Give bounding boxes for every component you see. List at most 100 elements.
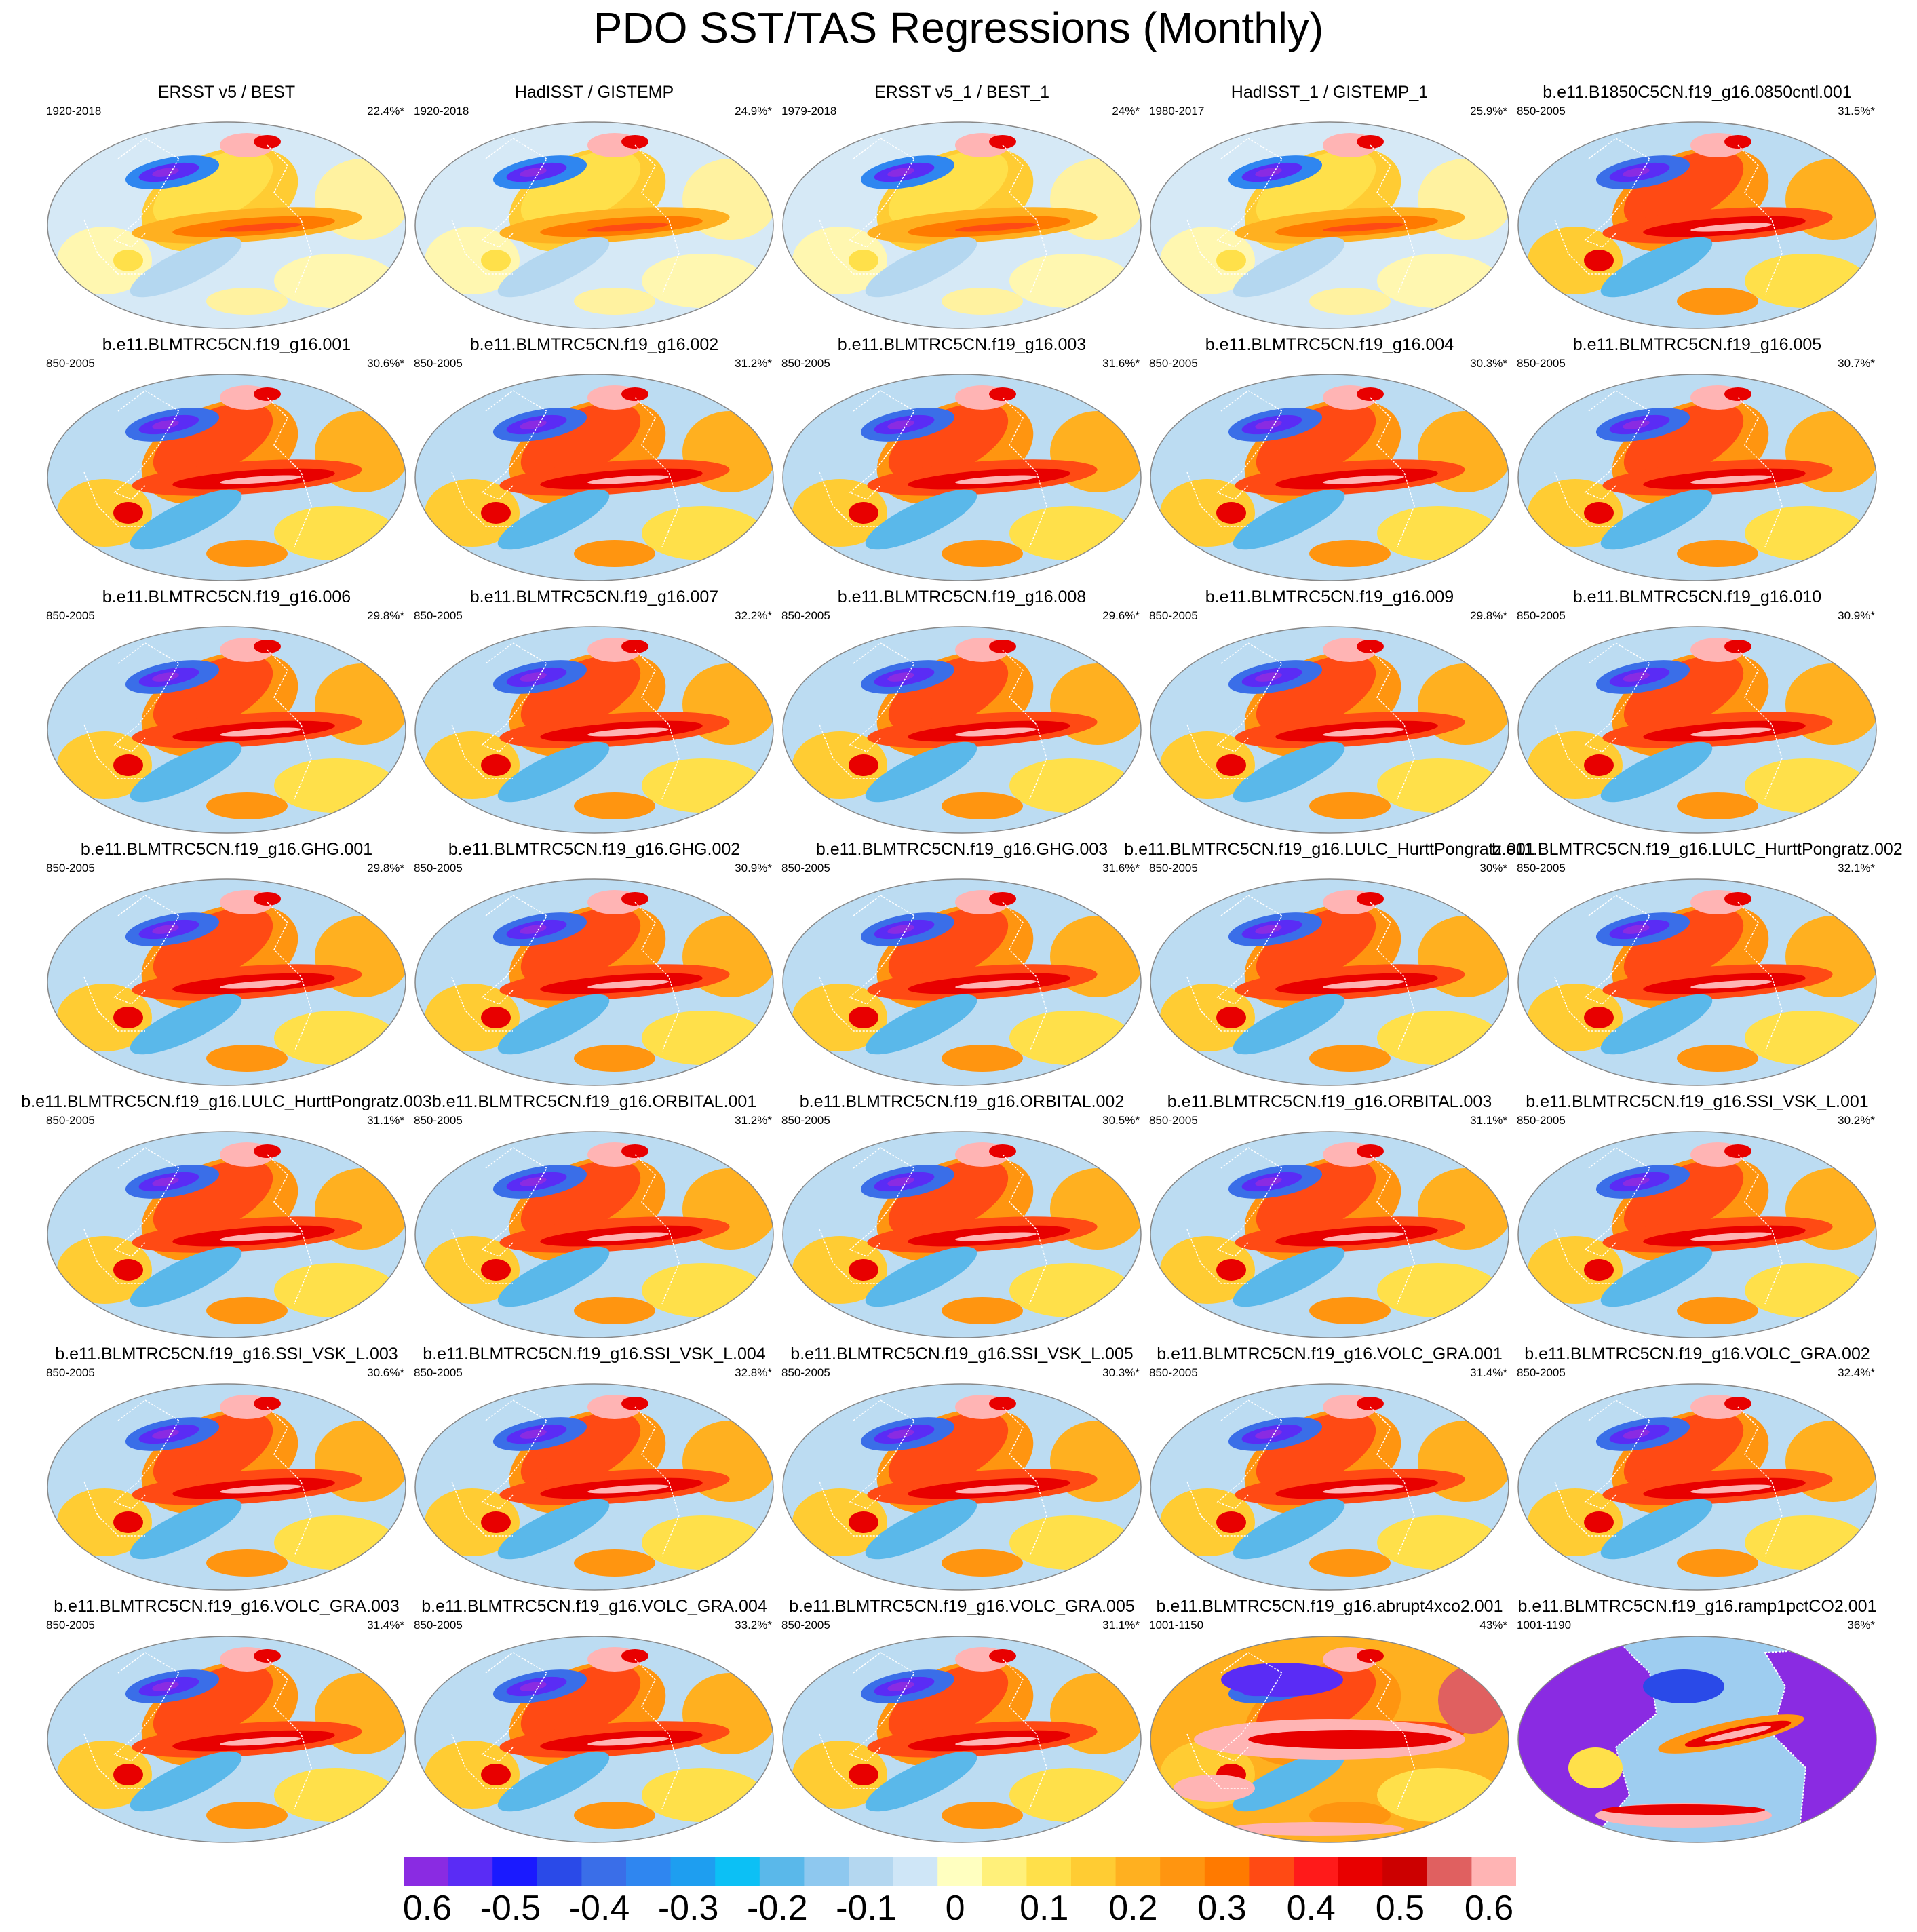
- panel-title: b.e11.BLMTRC5CN.f19_g16.008: [837, 587, 1087, 606]
- panel-years: 850-2005: [414, 609, 463, 622]
- pdo-map: [1150, 374, 1509, 581]
- pdo-map: [782, 374, 1142, 581]
- panel-variance-pct: 29.8%*: [367, 609, 404, 622]
- colorbar-tick-label: 0: [946, 1889, 965, 1925]
- colorbar-swatch: [1026, 1857, 1072, 1886]
- panel-variance-pct: 22.4%*: [367, 104, 404, 117]
- panel-variance-pct: 30.9%*: [1838, 609, 1875, 622]
- panel-years: 850-2005: [1149, 609, 1198, 622]
- panel-title: b.e11.BLMTRC5CN.f19_g16.VOLC_GRA.004: [421, 1597, 767, 1616]
- pdo-map: [414, 1131, 774, 1338]
- colorbar-tick-label: 0.4: [1287, 1889, 1336, 1925]
- pdo-map: [47, 1383, 406, 1591]
- panel-title: b.e11.BLMTRC5CN.f19_g16.LULC_HurttPongra…: [21, 1092, 432, 1111]
- colorbar-tick-label: 0.5: [1376, 1889, 1425, 1925]
- panel-title: b.e11.BLMTRC5CN.f19_g16.SSI_VSK_L.005: [790, 1345, 1134, 1364]
- panel-title: HadISST / GISTEMP: [514, 83, 674, 102]
- map-panel: b.e11.BLMTRC5CN.f19_g16.001 850-2005 30.6%…: [43, 335, 410, 587]
- map-panel: b.e11.BLMTRC5CN.f19_g16.GHG.001 850-2005 2…: [43, 840, 410, 1092]
- panel-title: b.e11.BLMTRC5CN.f19_g16.abrupt4xco2.001: [1156, 1597, 1503, 1616]
- panel-title: b.e11.BLMTRC5CN.f19_g16.VOLC_GRA.005: [789, 1597, 1135, 1616]
- panel-years: 1001-1150: [1149, 1619, 1204, 1631]
- panel-title: b.e11.BLMTRC5CN.f19_g16.009: [1205, 587, 1454, 606]
- map-panel: HadISST_1 / GISTEMP_1 1980-2017 25.9%*: [1146, 83, 1513, 335]
- map-panel: b.e11.BLMTRC5CN.f19_g16.008 850-2005 29.6%…: [779, 587, 1145, 840]
- panel-years: 850-2005: [1149, 357, 1198, 370]
- panel-title: b.e11.BLMTRC5CN.f19_g16.SSI_VSK_L.004: [423, 1345, 766, 1364]
- panel-title: b.e11.BLMTRC5CN.f19_g16.010: [1572, 587, 1822, 606]
- panel-title: b.e11.BLMTRC5CN.f19_g16.002: [469, 335, 719, 354]
- pdo-map: [1150, 626, 1509, 834]
- map-panel: b.e11.BLMTRC5CN.f19_g16.VOLC_GRA.004 850-…: [411, 1597, 777, 1849]
- panel-years: 850-2005: [46, 1114, 95, 1127]
- colorbar-tick-label: 0.2: [1108, 1889, 1157, 1925]
- panel-years: 1001-1190: [1517, 1619, 1572, 1631]
- map-panel: b.e11.BLMTRC5CN.f19_g16.SSI_VSK_L.003 850…: [43, 1345, 410, 1597]
- pdo-map: [1150, 1636, 1509, 1843]
- pdo-map: [47, 878, 406, 1086]
- panel-years: 850-2005: [781, 1619, 830, 1631]
- panel-years: 850-2005: [1517, 609, 1566, 622]
- panel-variance-pct: 30.3%*: [1102, 1366, 1140, 1379]
- pdo-map: [1150, 878, 1509, 1086]
- pdo-map: [1517, 1383, 1877, 1591]
- pdo-map: [782, 1636, 1142, 1843]
- panel-variance-pct: 31.1%*: [1470, 1114, 1507, 1127]
- panel-variance-pct: 24%*: [1112, 104, 1140, 117]
- panel-years: 850-2005: [414, 1114, 463, 1127]
- panel-title: b.e11.B1850C5CN.f19_g16.0850cntl.001: [1543, 83, 1852, 102]
- pdo-map: [1150, 1383, 1509, 1591]
- panel-years: 850-2005: [414, 1619, 463, 1631]
- pdo-map: [47, 374, 406, 581]
- panel-years: 850-2005: [414, 1366, 463, 1379]
- pdo-map: [47, 1131, 406, 1338]
- panel-title: b.e11.BLMTRC5CN.f19_g16.004: [1205, 335, 1454, 354]
- panel-years: 850-2005: [781, 862, 830, 874]
- panel-title: b.e11.BLMTRC5CN.f19_g16.005: [1572, 335, 1822, 354]
- panel-title: b.e11.BLMTRC5CN.f19_g16.SSI_VSK_L.003: [55, 1345, 398, 1364]
- pdo-map: [1517, 374, 1877, 581]
- map-panel: ERSST v5_1 / BEST_1 1979-2018 24%*: [779, 83, 1145, 335]
- panel-variance-pct: 30.7%*: [1838, 357, 1875, 370]
- colorbar-swatch: [1294, 1857, 1339, 1886]
- pdo-map: [1517, 878, 1877, 1086]
- pdo-map: [47, 626, 406, 834]
- map-panel: b.e11.BLMTRC5CN.f19_g16.VOLC_GRA.002 850-…: [1514, 1345, 1880, 1597]
- map-panel: b.e11.BLMTRC5CN.f19_g16.ORBITAL.002 850-2…: [779, 1092, 1145, 1345]
- panel-years: 850-2005: [46, 1366, 95, 1379]
- panel-title: b.e11.BLMTRC5CN.f19_g16.GHG.001: [80, 840, 373, 859]
- panel-variance-pct: 30.3%*: [1470, 357, 1507, 370]
- colorbar-swatch: [1471, 1857, 1516, 1886]
- colorbar-swatch: [849, 1857, 894, 1886]
- panel-variance-pct: 31.2%*: [735, 1114, 772, 1127]
- panel-years: 850-2005: [1517, 1366, 1566, 1379]
- map-panel: b.e11.B1850C5CN.f19_g16.0850cntl.001 850-…: [1514, 83, 1880, 335]
- panel-variance-pct: 31.1%*: [367, 1114, 404, 1127]
- colorbar-swatch: [670, 1857, 716, 1886]
- colorbar-swatch: [1382, 1857, 1428, 1886]
- colorbar-tick-label: -0.6: [404, 1889, 452, 1925]
- panel-variance-pct: 25.9%*: [1470, 104, 1507, 117]
- panel-title: b.e11.BLMTRC5CN.f19_g16.LULC_HurttPongra…: [1492, 840, 1903, 859]
- colorbar-swatch: [1160, 1857, 1205, 1886]
- panel-title: b.e11.BLMTRC5CN.f19_g16.VOLC_GRA.003: [54, 1597, 400, 1616]
- panel-years: 850-2005: [414, 357, 463, 370]
- pdo-map: [782, 626, 1142, 834]
- panel-years: 1920-2018: [414, 104, 469, 117]
- panel-variance-pct: 31.2%*: [735, 357, 772, 370]
- colorbar-tick-label: -0.5: [480, 1889, 541, 1925]
- panel-variance-pct: 32.8%*: [735, 1366, 772, 1379]
- pdo-map: [414, 1383, 774, 1591]
- colorbar-tick-label: -0.1: [836, 1889, 897, 1925]
- panel-title: b.e11.BLMTRC5CN.f19_g16.ramp1pctCO2.001: [1517, 1597, 1877, 1616]
- panel-variance-pct: 30.2%*: [1838, 1114, 1875, 1127]
- map-panel: b.e11.BLMTRC5CN.f19_g16.003 850-2005 31.6%…: [779, 335, 1145, 587]
- panel-years: 850-2005: [1149, 862, 1198, 874]
- panel-title: b.e11.BLMTRC5CN.f19_g16.VOLC_GRA.002: [1524, 1345, 1870, 1364]
- pdo-map: [414, 878, 774, 1086]
- panel-title: b.e11.BLMTRC5CN.f19_g16.GHG.002: [448, 840, 741, 859]
- colorbar-swatch: [715, 1857, 760, 1886]
- panel-variance-pct: 36%*: [1847, 1619, 1875, 1631]
- panel-variance-pct: 31.5%*: [1838, 104, 1875, 117]
